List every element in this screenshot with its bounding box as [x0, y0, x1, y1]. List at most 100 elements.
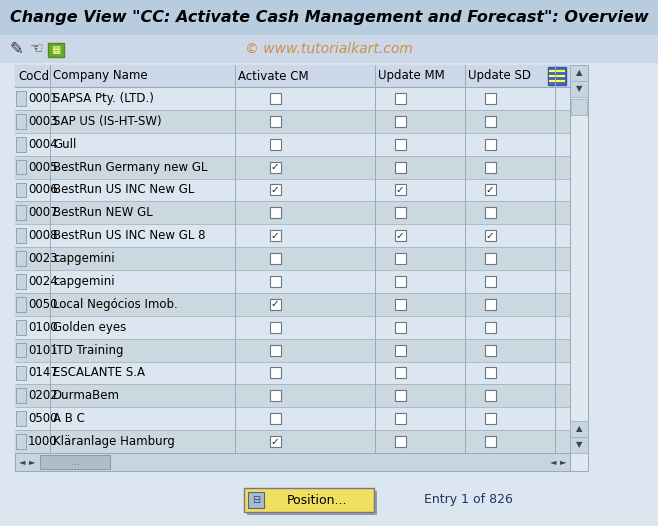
Bar [484, 207, 495, 218]
Bar [16, 205, 26, 220]
Text: iTD Training: iTD Training [53, 343, 124, 357]
Text: ►: ► [29, 458, 36, 467]
Bar [570, 65, 588, 81]
Bar [15, 293, 570, 316]
Text: 0050: 0050 [28, 298, 57, 311]
Text: © www.tutorialkart.com: © www.tutorialkart.com [245, 42, 413, 56]
Text: Change View "CC: Activate Cash Management and Forecast": Overview: Change View "CC: Activate Cash Managemen… [10, 10, 648, 25]
Bar [395, 93, 405, 104]
Bar [247, 491, 377, 515]
Bar [395, 253, 405, 264]
Text: ✓: ✓ [486, 185, 494, 195]
Bar [484, 116, 495, 127]
Bar [270, 207, 280, 218]
Text: Kläranlage Hamburg: Kläranlage Hamburg [53, 435, 175, 448]
Bar [0, 0, 658, 35]
Text: Update MM: Update MM [378, 69, 445, 83]
Bar [40, 455, 110, 469]
Bar [270, 161, 280, 173]
Bar [484, 413, 495, 424]
Text: Gull: Gull [53, 138, 76, 150]
Bar [15, 407, 570, 430]
Bar [15, 316, 570, 339]
Text: capgemini: capgemini [53, 275, 114, 288]
Text: ✓: ✓ [270, 185, 280, 195]
Bar [570, 421, 588, 437]
Text: ✎: ✎ [9, 40, 23, 58]
Bar [484, 253, 495, 264]
Bar [270, 436, 280, 447]
Bar [16, 183, 26, 197]
Bar [248, 492, 264, 508]
Bar [15, 247, 570, 270]
Text: ▲: ▲ [576, 68, 582, 77]
Bar [395, 436, 405, 447]
Text: 0024: 0024 [28, 275, 58, 288]
Bar [484, 299, 495, 310]
Bar [484, 230, 495, 241]
Bar [270, 413, 280, 424]
Bar [484, 436, 495, 447]
Bar [15, 385, 570, 407]
Bar [15, 430, 570, 453]
Bar [15, 65, 570, 471]
Bar [48, 43, 64, 57]
Text: ✓: ✓ [270, 437, 280, 447]
Text: capgemini: capgemini [53, 252, 114, 265]
Text: ...: ... [70, 457, 80, 467]
Text: ✓: ✓ [270, 162, 280, 172]
Bar [571, 99, 587, 115]
Text: ✓: ✓ [270, 299, 280, 309]
Text: 0005: 0005 [28, 160, 57, 174]
Text: Position...: Position... [287, 493, 347, 507]
Text: ►: ► [560, 458, 567, 467]
Bar [16, 366, 26, 380]
Bar [270, 276, 280, 287]
Text: ◄: ◄ [549, 458, 556, 467]
Bar [15, 453, 570, 471]
Text: Golden eyes: Golden eyes [53, 321, 126, 333]
Bar [270, 93, 280, 104]
Bar [484, 93, 495, 104]
Bar [16, 434, 26, 449]
Text: BestRun Germany new GL: BestRun Germany new GL [53, 160, 207, 174]
Bar [270, 185, 280, 196]
Text: A B C: A B C [53, 412, 85, 425]
Bar [395, 207, 405, 218]
Bar [16, 411, 26, 426]
Bar [15, 361, 570, 385]
Text: 0101: 0101 [28, 343, 58, 357]
Text: DurmaBem: DurmaBem [53, 389, 120, 402]
Bar [484, 161, 495, 173]
Text: Company Name: Company Name [53, 69, 147, 83]
Bar [395, 185, 405, 196]
Bar [16, 114, 26, 129]
Bar [395, 161, 405, 173]
Bar [484, 368, 495, 378]
Bar [484, 276, 495, 287]
Bar [270, 368, 280, 378]
Bar [16, 251, 26, 266]
Bar [570, 437, 588, 453]
Text: 0147: 0147 [28, 367, 58, 379]
Bar [395, 368, 405, 378]
Bar [395, 116, 405, 127]
Bar [484, 139, 495, 150]
Text: ▦: ▦ [51, 45, 61, 55]
Bar [15, 65, 570, 87]
Text: SAPSA Pty. (LTD.): SAPSA Pty. (LTD.) [53, 92, 154, 105]
Text: Local Negócios Imob.: Local Negócios Imob. [53, 298, 178, 311]
Text: 0004: 0004 [28, 138, 58, 150]
Bar [16, 137, 26, 151]
Bar [270, 116, 280, 127]
Text: 0100: 0100 [28, 321, 58, 333]
Bar [15, 87, 570, 110]
Bar [16, 342, 26, 358]
Text: 0003: 0003 [28, 115, 57, 128]
Bar [548, 67, 566, 85]
Bar [270, 322, 280, 332]
Text: BestRun US INC New GL: BestRun US INC New GL [53, 184, 194, 196]
Bar [16, 159, 26, 175]
Bar [484, 185, 495, 196]
Text: CoCd: CoCd [18, 69, 49, 83]
